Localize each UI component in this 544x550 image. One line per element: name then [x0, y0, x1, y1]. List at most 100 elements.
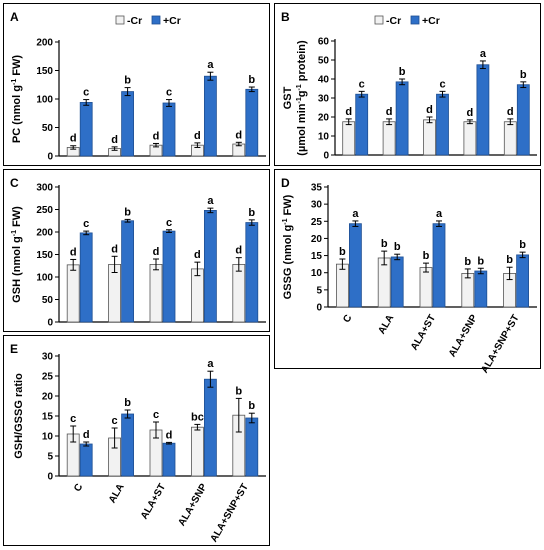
significance-letter: c: [439, 78, 445, 90]
y-axis-label: GSSG (nmol g-1 FW): [282, 194, 294, 299]
bar-minus-cr: [66, 264, 80, 323]
panel-label: B: [281, 10, 290, 24]
bar-minus-cr: [108, 264, 121, 323]
y-tick-label: 35: [311, 183, 323, 194]
significance-letter: d: [467, 107, 474, 119]
bar-plus-cr: [516, 84, 530, 156]
x-tick-label: ALA+SNP+ST: [479, 313, 521, 375]
bar-minus-cr: [149, 264, 163, 323]
bar-plus-cr: [474, 270, 488, 308]
y-tick-label: 30: [42, 352, 54, 363]
legend-label-plus-cr: +Cr: [422, 15, 440, 27]
significance-letter: d: [194, 130, 201, 142]
significance-letter: c: [359, 78, 365, 90]
chart-b: B 0 10 20 30 40 50 60 GST(µmol min-1g-1 protein)…: [281, 10, 537, 162]
y-tick-label: 0: [316, 303, 322, 314]
y-tick-label: 5: [316, 285, 322, 296]
bar-plus-cr: [203, 378, 217, 477]
significance-letter: b: [520, 69, 527, 81]
significance-letter: b: [519, 239, 526, 251]
significance-letter: b: [381, 238, 388, 250]
legend-swatch-plus-cr: [410, 15, 420, 25]
legend-label-minus-cr: -Cr: [386, 15, 401, 27]
bar-plus-cr: [203, 75, 217, 157]
y-tick-label: 20: [311, 234, 323, 245]
bar-plus-cr: [79, 102, 93, 157]
panel-label: A: [10, 10, 19, 24]
significance-letter: d: [70, 133, 77, 145]
significance-letter: a: [436, 208, 443, 220]
panel-label: E: [10, 342, 18, 356]
y-tick-label: 10: [311, 268, 323, 279]
panel-label: C: [10, 176, 19, 190]
bar-plus-cr: [162, 102, 176, 157]
y-tick-label: 15: [311, 251, 323, 262]
bar-plus-cr: [79, 232, 93, 323]
bar-plus-cr: [355, 93, 369, 156]
significance-letter: d: [166, 429, 173, 441]
bar-minus-cr: [423, 119, 436, 156]
significance-letter: a: [480, 48, 487, 60]
y-tick-label: 0: [47, 318, 53, 329]
y-tick-label: 0: [47, 472, 53, 483]
bar-plus-cr: [121, 413, 134, 477]
significance-letter: a: [207, 59, 214, 71]
significance-letter: b: [464, 256, 471, 268]
x-tick-label: ALA+ST: [409, 313, 438, 352]
significance-letter: c: [166, 217, 172, 229]
bar-minus-cr: [419, 267, 433, 308]
y-tick-label: 10: [42, 432, 54, 443]
y-tick-label: 200: [36, 38, 53, 49]
y-tick-label: 5: [47, 452, 53, 463]
y-tick-label: 300: [36, 183, 53, 194]
bar-plus-cr: [436, 93, 449, 156]
y-tick-label: 20: [318, 113, 330, 124]
significance-letter: c: [83, 218, 89, 230]
bar-plus-cr: [245, 88, 259, 157]
y-axis-label: GSH/GSSG ratio: [13, 373, 25, 459]
y-tick-label: 30: [311, 200, 323, 211]
bar-plus-cr: [162, 442, 176, 477]
chart-c: C 0 50 100 150 200 250 300 GSH (nmol g-1 FW) d d d d…: [10, 176, 266, 329]
y-tick-label: 150: [36, 250, 53, 261]
legend-label-plus-cr: +Cr: [163, 15, 181, 27]
significance-letter: b: [339, 246, 346, 258]
y-axis-label-units: (µmol min-1g-1 protein): [296, 40, 308, 156]
y-tick-label: 200: [36, 228, 53, 239]
y-tick-label: 60: [318, 37, 330, 48]
panel-a: A 0 50 100 150 200 PC (nmol g-1 FW) d d d d d c b c a b -…: [3, 3, 270, 166]
bar-minus-cr: [336, 263, 349, 308]
bar-minus-cr: [190, 268, 204, 323]
bar-plus-cr: [245, 222, 259, 323]
significance-letter: b: [248, 207, 255, 219]
panel-label: D: [281, 176, 290, 190]
significance-letter: b: [248, 400, 255, 412]
legend-swatch-minus-cr: [115, 15, 125, 25]
bar-plus-cr: [516, 254, 530, 308]
significance-letter: a: [352, 208, 359, 220]
y-tick-label: 25: [311, 217, 323, 228]
significance-letter: b: [124, 397, 131, 409]
y-axis-label: GSH (nmol g-1 FW): [11, 206, 23, 303]
significance-letter: d: [507, 106, 514, 118]
panel-c: C 0 50 100 150 200 250 300 GSH (nmol g-1 FW) d d d d…: [3, 169, 270, 332]
bar-plus-cr: [432, 223, 446, 308]
x-tick-label: ALA+SNP+ST: [209, 482, 251, 544]
bar-plus-cr: [79, 443, 93, 477]
panel-e: E 0 5 10 15 20 25 30 GSH/GSSG ratio c c c bc b d b d a b C A…: [3, 335, 270, 546]
y-tick-label: 20: [42, 392, 54, 403]
significance-letter: d: [83, 429, 90, 441]
x-tick-label: C: [72, 482, 85, 494]
bar-minus-cr: [463, 121, 477, 156]
x-tick-label: ALA: [107, 482, 127, 505]
legend-swatch-plus-cr: [151, 15, 161, 25]
significance-letter: d: [386, 106, 393, 118]
significance-letter: bc: [191, 411, 204, 423]
chart-e: E 0 5 10 15 20 25 30 GSH/GSSG ratio c c c bc b d b d a b C A…: [10, 342, 266, 544]
bar-plus-cr: [245, 417, 259, 477]
significance-letter: d: [111, 243, 118, 255]
significance-letter: b: [394, 241, 401, 253]
legend-label-minus-cr: -Cr: [127, 15, 142, 27]
significance-letter: c: [70, 413, 76, 425]
y-tick-label: 30: [318, 94, 330, 105]
